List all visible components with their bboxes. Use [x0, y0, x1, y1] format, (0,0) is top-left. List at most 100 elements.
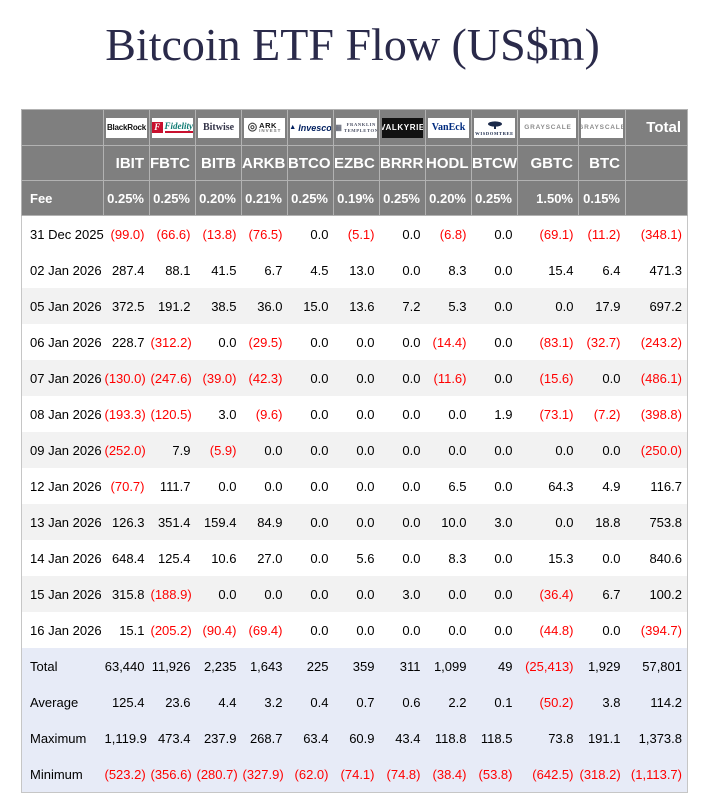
value-cell: 0.0 [471, 252, 518, 288]
provider-cell-valkyrie: VALKYRIE [379, 109, 426, 146]
value-cell: (348.1) [625, 215, 688, 252]
date-cell: 14 Jan 2026 [21, 540, 104, 576]
value-cell: 753.8 [625, 504, 688, 540]
franklin-emblem-icon: ▦ [336, 122, 342, 132]
value-cell: 0.0 [471, 360, 518, 396]
value-cell: 0.0 [287, 612, 334, 648]
value-cell: 6.7 [241, 252, 288, 288]
provider-cell-invesco: ▲ Invesco [287, 109, 334, 146]
value-cell: (76.5) [241, 215, 288, 252]
value-cell: 0.0 [425, 612, 472, 648]
summary-value-cell: (318.2) [578, 756, 626, 793]
wisdomtree-logo: WISDOMTREE [474, 117, 515, 138]
value-cell: 5.3 [425, 288, 472, 324]
summary-value-cell: 125.4 [103, 684, 150, 720]
ticker-row-blank [21, 145, 104, 181]
grayscale-wordmark: GRAYSCALE [524, 124, 572, 131]
blackrock-wordmark: BlackRock [106, 123, 147, 132]
value-cell: (69.4) [241, 612, 288, 648]
table-row: 31 Dec 2025 (99.0) (66.6) (13.8) (76.5) 0.0 (5… [21, 215, 688, 252]
invesco-triangle-icon: ▲ [290, 124, 297, 131]
corner-cell [21, 109, 104, 146]
value-cell: 8.3 [425, 252, 472, 288]
value-cell: 0.0 [379, 252, 426, 288]
value-cell: 15.0 [287, 288, 334, 324]
date-cell: 07 Jan 2026 [21, 360, 104, 396]
table-row: 15 Jan 2026 315.8 (188.9) 0.0 0.0 0.0 0.0 3.0 0.… [21, 576, 688, 612]
summary-value-cell: (280.7) [195, 756, 242, 793]
value-cell: 0.0 [425, 396, 472, 432]
value-cell: 840.6 [625, 540, 688, 576]
value-cell: (13.8) [195, 215, 242, 252]
value-cell: (9.6) [241, 396, 288, 432]
value-cell: 0.0 [195, 576, 242, 612]
value-cell: 0.0 [287, 504, 334, 540]
value-cell: 88.1 [149, 252, 196, 288]
value-cell: 228.7 [103, 324, 150, 360]
table-row: 13 Jan 2026 126.3 351.4 159.4 84.9 0.0 0.0 0.0 1… [21, 504, 688, 540]
value-cell: 0.0 [471, 432, 518, 468]
value-cell: (15.6) [517, 360, 579, 396]
value-cell: 41.5 [195, 252, 242, 288]
total-column-header: Total [625, 109, 688, 146]
value-cell: 0.0 [287, 215, 334, 252]
summary-row-maximum: Maximum 1,119.9 473.4 237.9 268.7 63.4 60.9 43.… [21, 720, 688, 756]
vaneck-logo: VanEck [428, 117, 469, 138]
value-cell: (44.8) [517, 612, 579, 648]
value-cell: 0.0 [379, 396, 426, 432]
fee-BTC: 0.15% [578, 180, 626, 216]
fee-BITB: 0.20% [195, 180, 242, 216]
value-cell: (32.7) [578, 324, 626, 360]
table-row: 08 Jan 2026 (193.3) (120.5) 3.0 (9.6) 0.0 0.0 0… [21, 396, 688, 432]
value-cell: 287.4 [103, 252, 150, 288]
value-cell: 1.9 [471, 396, 518, 432]
date-cell: 31 Dec 2025 [21, 215, 104, 252]
summary-value-cell: 114.2 [625, 684, 688, 720]
value-cell: 0.0 [333, 360, 380, 396]
value-cell: 0.0 [195, 324, 242, 360]
value-cell: 315.8 [103, 576, 150, 612]
summary-value-cell: 73.8 [517, 720, 579, 756]
value-cell: 697.2 [625, 288, 688, 324]
summary-value-cell: 0.1 [471, 684, 518, 720]
value-cell: 0.0 [379, 324, 426, 360]
value-cell: 0.0 [379, 504, 426, 540]
summary-value-cell: 268.7 [241, 720, 288, 756]
summary-label: Total [21, 648, 104, 684]
summary-value-cell: 118.5 [471, 720, 518, 756]
value-cell: 3.0 [471, 504, 518, 540]
page: Bitcoin ETF Flow (US$m) BlackRock F Fideli… [0, 18, 705, 793]
value-cell: (36.4) [517, 576, 579, 612]
value-cell: 0.0 [241, 468, 288, 504]
ticker-BRRR: BRRR [379, 145, 426, 181]
fee-EZBC: 0.19% [333, 180, 380, 216]
table-row: 05 Jan 2026 372.5 191.2 38.5 36.0 15.0 13.6 7.2… [21, 288, 688, 324]
value-cell: 0.0 [379, 612, 426, 648]
value-cell: 18.8 [578, 504, 626, 540]
value-cell: (29.5) [241, 324, 288, 360]
value-cell: (99.0) [103, 215, 150, 252]
summary-value-cell: 359 [333, 648, 380, 684]
value-cell: 0.0 [471, 468, 518, 504]
value-cell: 15.3 [517, 540, 579, 576]
summary-row-total: Total 63,440 11,926 2,235 1,643 225 359 311 1,09… [21, 648, 688, 684]
summary-value-cell: 63.4 [287, 720, 334, 756]
provider-logo-row: BlackRock F Fidelity Bitwise ◎ ARK INVEST ▲ Inve… [21, 109, 688, 146]
summary-value-cell: 63,440 [103, 648, 150, 684]
ticker-total-blank [625, 145, 688, 181]
value-cell: 0.0 [287, 396, 334, 432]
value-cell: 0.0 [425, 576, 472, 612]
summary-value-cell: 11,926 [149, 648, 196, 684]
summary-value-cell: (74.8) [379, 756, 426, 793]
value-cell: 0.0 [379, 360, 426, 396]
value-cell: 0.0 [195, 468, 242, 504]
value-cell: 36.0 [241, 288, 288, 324]
summary-value-cell: 1,373.8 [625, 720, 688, 756]
summary-value-cell: 311 [379, 648, 426, 684]
grayscale-logo: GRAYSCALE [520, 117, 576, 138]
value-cell: (486.1) [625, 360, 688, 396]
value-cell: (14.4) [425, 324, 472, 360]
summary-value-cell: 43.4 [379, 720, 426, 756]
summary-value-cell: 191.1 [578, 720, 626, 756]
provider-cell-blackrock: BlackRock [103, 109, 150, 146]
